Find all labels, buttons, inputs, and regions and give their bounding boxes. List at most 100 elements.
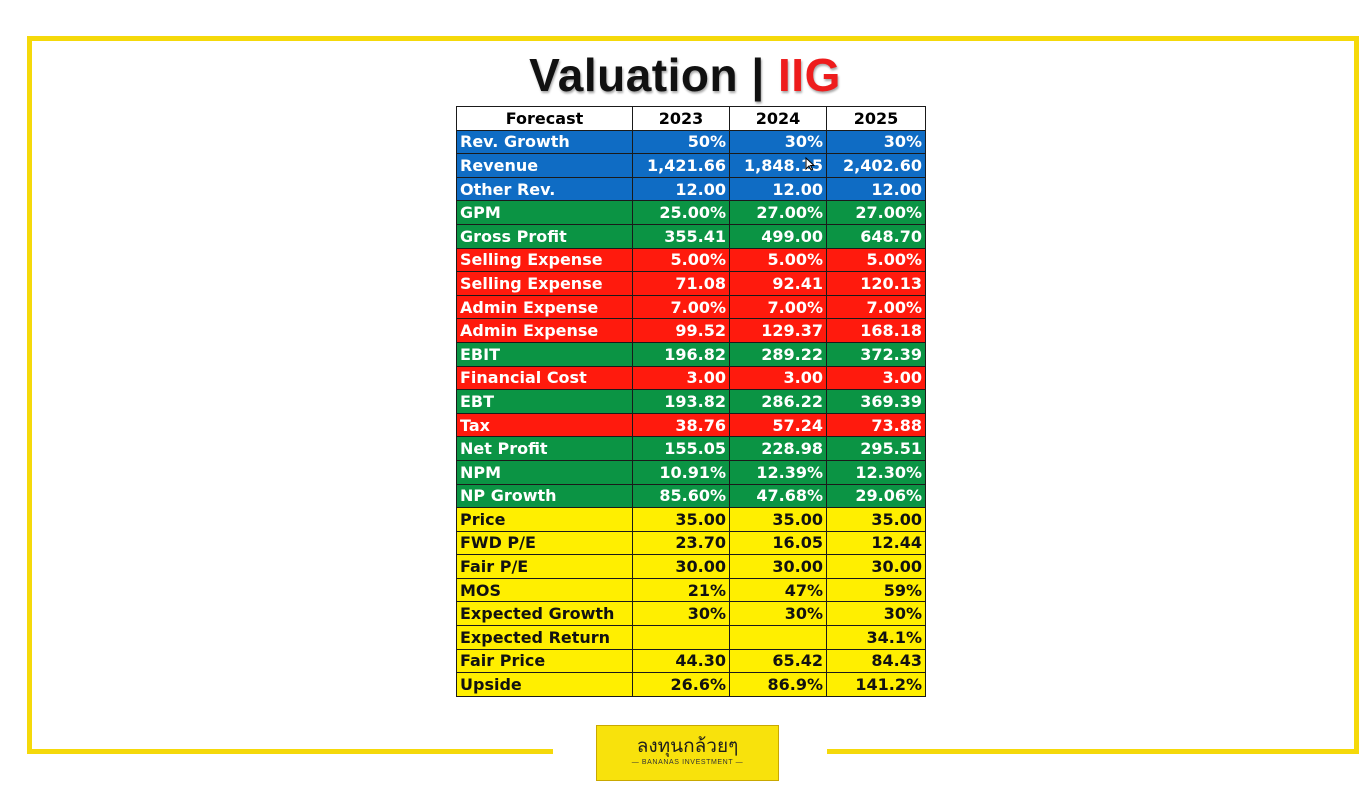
table-row: Gross Profit 355.41 499.00 648.70 (456, 223, 926, 249)
row-label: Price (456, 507, 633, 532)
row-label: Net Profit (456, 436, 633, 461)
table-row: Expected Return 34.1% (456, 625, 926, 650)
bananas-investment-logo: ลงทุนกล้วยๆ — BANANAS INVESTMENT — (596, 725, 779, 781)
cell-2024: 16.05 (729, 530, 827, 556)
row-label: Gross Profit (456, 223, 633, 249)
row-label: MOS (456, 577, 633, 603)
cell-2024: 286.22 (729, 389, 827, 414)
table-row: MOS 21% 47% 59% (456, 577, 926, 603)
cell-2024: 47% (729, 577, 827, 603)
cell-2023: 193.82 (632, 389, 730, 414)
table-body: Rev. Growth 50% 30% 30% Revenue 1,421.66 1,848… (456, 129, 926, 697)
cell-2023: 1,421.66 (632, 153, 730, 178)
cell-2024: 30% (729, 129, 827, 155)
cell-2025: 5.00% (826, 247, 926, 273)
row-label: Financial Cost (456, 365, 633, 391)
valuation-table: Forecast 2023 2024 2025 Rev. Growth 50% 30… (456, 106, 926, 697)
row-label: NPM (456, 459, 633, 485)
table-row: Selling Expense 5.00% 5.00% 5.00% (456, 247, 926, 273)
cell-2025: 34.1% (826, 625, 926, 650)
mouse-pointer-icon (805, 157, 815, 171)
title-ticker: IIG (778, 49, 841, 101)
cell-2023: 155.05 (632, 436, 730, 461)
logo-subtitle: — BANANAS INVESTMENT — (631, 759, 744, 766)
cell-2025: 12.44 (826, 530, 926, 556)
table-row: Net Profit 155.05 228.98 295.51 (456, 436, 926, 461)
cell-2025: 7.00% (826, 294, 926, 320)
row-label: Tax (456, 412, 633, 438)
table-row: FWD P/E 23.70 16.05 12.44 (456, 530, 926, 556)
table-header-row: Forecast 2023 2024 2025 (456, 106, 926, 131)
row-label: Selling Expense (456, 271, 633, 296)
row-label: Rev. Growth (456, 129, 633, 155)
cell-2023: 5.00% (632, 247, 730, 273)
cell-2023: 23.70 (632, 530, 730, 556)
row-label: Fair Price (456, 648, 633, 674)
row-label: Other Rev. (456, 176, 633, 202)
cell-2024: 499.00 (729, 223, 827, 249)
cell-2023: 71.08 (632, 271, 730, 296)
cell-2024: 27.00% (729, 200, 827, 225)
cell-2025: 12.00 (826, 176, 926, 202)
cell-2024: 3.00 (729, 365, 827, 391)
header-2023: 2023 (632, 106, 730, 131)
row-label: Fair P/E (456, 554, 633, 579)
table-row: NPM 10.91% 12.39% 12.30% (456, 459, 926, 485)
cell-2023: 12.00 (632, 176, 730, 202)
table-row: GPM 25.00% 27.00% 27.00% (456, 200, 926, 225)
cell-2024 (729, 625, 827, 650)
table-row: NP Growth 85.60% 47.68% 29.06% (456, 483, 926, 509)
cell-2023: 21% (632, 577, 730, 603)
row-label: Upside (456, 672, 633, 697)
cell-2024: 12.39% (729, 459, 827, 485)
cell-2023: 44.30 (632, 648, 730, 674)
row-label: GPM (456, 200, 633, 225)
cell-2024: 65.42 (729, 648, 827, 674)
table-row: Financial Cost 3.00 3.00 3.00 (456, 365, 926, 391)
cell-2023: 85.60% (632, 483, 730, 509)
cell-2023: 50% (632, 129, 730, 155)
cell-2023: 30% (632, 601, 730, 627)
cell-2024: 129.37 (729, 318, 827, 343)
cell-2025: 295.51 (826, 436, 926, 461)
row-label: Selling Expense (456, 247, 633, 273)
cell-2024: 35.00 (729, 507, 827, 532)
cell-2023: 99.52 (632, 318, 730, 343)
cell-2025: 372.39 (826, 341, 926, 367)
cell-2025: 120.13 (826, 271, 926, 296)
cell-2024: 57.24 (729, 412, 827, 438)
row-label: EBT (456, 389, 633, 414)
cell-2023: 26.6% (632, 672, 730, 697)
cell-2024: 30% (729, 601, 827, 627)
header-2025: 2025 (826, 106, 926, 131)
cell-2023: 3.00 (632, 365, 730, 391)
cell-2024: 86.9% (729, 672, 827, 697)
row-label: Admin Expense (456, 294, 633, 320)
row-label: Expected Return (456, 625, 633, 650)
cell-2024: 92.41 (729, 271, 827, 296)
table-row: Selling Expense 71.08 92.41 120.13 (456, 271, 926, 296)
cell-2023: 35.00 (632, 507, 730, 532)
cell-2023: 196.82 (632, 341, 730, 367)
title-main: Valuation | (529, 49, 779, 101)
table-row: EBT 193.82 286.22 369.39 (456, 389, 926, 414)
cell-2024: 5.00% (729, 247, 827, 273)
row-label: FWD P/E (456, 530, 633, 556)
table-row: Upside 26.6% 86.9% 141.2% (456, 672, 926, 697)
cell-2023: 10.91% (632, 459, 730, 485)
cell-2024: 228.98 (729, 436, 827, 461)
cell-2023: 38.76 (632, 412, 730, 438)
cell-2025: 30.00 (826, 554, 926, 579)
table-row: Admin Expense 99.52 129.37 168.18 (456, 318, 926, 343)
cell-2025: 59% (826, 577, 926, 603)
table-row: Rev. Growth 50% 30% 30% (456, 129, 926, 155)
cell-2025: 141.2% (826, 672, 926, 697)
page-title: Valuation | IIG (0, 46, 1370, 104)
cell-2025: 30% (826, 129, 926, 155)
cell-2025: 648.70 (826, 223, 926, 249)
row-label: Revenue (456, 153, 633, 178)
cell-2023 (632, 625, 730, 650)
cell-2025: 3.00 (826, 365, 926, 391)
row-label: NP Growth (456, 483, 633, 509)
row-label: Expected Growth (456, 601, 633, 627)
